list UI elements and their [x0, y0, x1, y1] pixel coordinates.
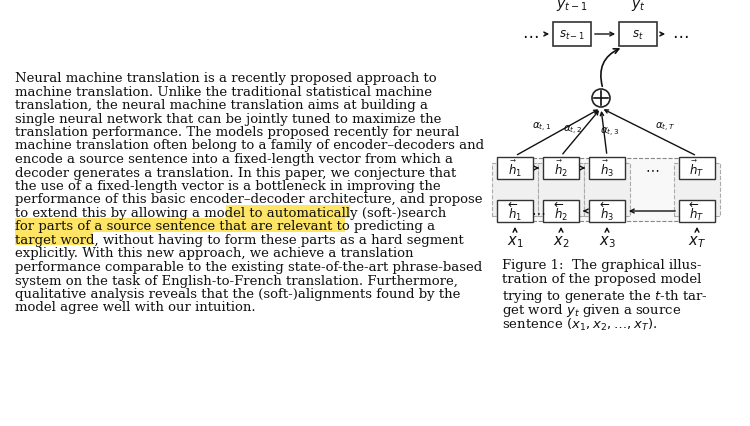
Text: for parts of a source sentence that are relevant to predicting a: for parts of a source sentence that are …: [15, 220, 435, 233]
Text: $\vec{h}_T$: $\vec{h}_T$: [689, 158, 704, 178]
Text: $x_2$: $x_2$: [553, 233, 569, 249]
FancyBboxPatch shape: [589, 158, 625, 180]
Text: decoder generates a translation. In this paper, we conjecture that: decoder generates a translation. In this…: [15, 166, 456, 179]
FancyBboxPatch shape: [619, 23, 657, 47]
FancyBboxPatch shape: [497, 158, 533, 180]
Text: $\alpha_{t,3}$: $\alpha_{t,3}$: [600, 125, 619, 138]
Text: explicitly. With this new approach, we achieve a translation: explicitly. With this new approach, we a…: [15, 247, 413, 260]
Text: $\overleftarrow{h}_2$: $\overleftarrow{h}_2$: [554, 200, 568, 223]
Text: $\alpha_{t,T}$: $\alpha_{t,T}$: [655, 120, 675, 133]
FancyBboxPatch shape: [679, 201, 715, 222]
Text: $\cdots$: $\cdots$: [645, 161, 659, 176]
Text: $y_{t-1}$: $y_{t-1}$: [556, 0, 588, 13]
Text: performance comparable to the existing state-of-the-art phrase-based: performance comparable to the existing s…: [15, 260, 482, 273]
Circle shape: [592, 90, 610, 108]
Text: translation performance. The models proposed recently for neural: translation performance. The models prop…: [15, 126, 459, 139]
Text: $\alpha_{t,2}$: $\alpha_{t,2}$: [563, 123, 583, 136]
Text: $x_T$: $x_T$: [688, 233, 706, 249]
Text: $x_1$: $x_1$: [507, 233, 524, 249]
Bar: [226, 205, 350, 219]
Text: $\vec{h}_2$: $\vec{h}_2$: [554, 158, 568, 178]
Bar: [674, 164, 720, 216]
Bar: [14, 232, 93, 245]
Bar: [584, 164, 630, 216]
FancyBboxPatch shape: [679, 158, 715, 180]
Text: qualitative analysis reveals that the (soft-)alignments found by the: qualitative analysis reveals that the (s…: [15, 287, 460, 300]
Text: $\vec{h}_3$: $\vec{h}_3$: [600, 158, 614, 178]
Bar: [538, 164, 584, 216]
FancyBboxPatch shape: [589, 201, 625, 222]
Text: trying to generate the $t$-th tar-: trying to generate the $t$-th tar-: [502, 287, 708, 304]
Text: Neural machine translation is a recently proposed approach to: Neural machine translation is a recently…: [15, 72, 436, 85]
Text: encode a source sentence into a fixed-length vector from which a: encode a source sentence into a fixed-le…: [15, 153, 453, 166]
Text: to extend this by allowing a model to automatically (soft-)search: to extend this by allowing a model to au…: [15, 207, 446, 219]
Text: performance of this basic encoder–decoder architecture, and propose: performance of this basic encoder–decode…: [15, 193, 482, 206]
Text: $x_3$: $x_3$: [598, 233, 615, 249]
Text: single neural network that can be jointly tuned to maximize the: single neural network that can be jointl…: [15, 112, 441, 125]
FancyBboxPatch shape: [497, 201, 533, 222]
Text: translation, the neural machine translation aims at building a: translation, the neural machine translat…: [15, 99, 428, 112]
FancyArrowPatch shape: [601, 50, 619, 87]
Text: $\overleftarrow{h}_3$: $\overleftarrow{h}_3$: [600, 200, 614, 223]
Bar: [497, 158, 715, 222]
Text: get word $y_t$ given a source: get word $y_t$ given a source: [502, 302, 681, 319]
Text: machine translation often belong to a family of encoder–decoders and: machine translation often belong to a fa…: [15, 139, 484, 152]
Text: model agree well with our intuition.: model agree well with our intuition.: [15, 301, 256, 314]
Text: target word, without having to form these parts as a hard segment: target word, without having to form thes…: [15, 233, 464, 246]
Text: system on the task of English-to-French translation. Furthermore,: system on the task of English-to-French …: [15, 274, 458, 287]
Text: tration of the proposed model: tration of the proposed model: [502, 273, 701, 286]
Text: the use of a fixed-length vector is a bottleneck in improving the: the use of a fixed-length vector is a bo…: [15, 180, 441, 193]
FancyBboxPatch shape: [543, 158, 579, 180]
Text: $y_t$: $y_t$: [631, 0, 645, 13]
FancyBboxPatch shape: [553, 23, 591, 47]
Text: $\cdots$: $\cdots$: [522, 26, 538, 43]
Bar: [492, 164, 538, 216]
Text: Figure 1:  The graphical illus-: Figure 1: The graphical illus-: [502, 259, 701, 271]
Text: $\cdots$: $\cdots$: [531, 204, 545, 219]
FancyBboxPatch shape: [543, 201, 579, 222]
Text: machine translation. Unlike the traditional statistical machine: machine translation. Unlike the traditio…: [15, 85, 432, 98]
Text: $\overleftarrow{h}_T$: $\overleftarrow{h}_T$: [689, 200, 705, 223]
Text: sentence $(x_1, x_2, \ldots, x_T)$.: sentence $(x_1, x_2, \ldots, x_T)$.: [502, 316, 657, 332]
Bar: [14, 219, 345, 232]
Text: $s_{t-1}$: $s_{t-1}$: [559, 29, 585, 41]
Text: $s_t$: $s_t$: [632, 29, 644, 41]
Text: $\alpha_{t,1}$: $\alpha_{t,1}$: [532, 120, 552, 133]
Text: $\overleftarrow{h}_1$: $\overleftarrow{h}_1$: [508, 200, 522, 223]
Text: $\vec{h}_1$: $\vec{h}_1$: [508, 158, 522, 178]
Text: $\cdots$: $\cdots$: [672, 26, 688, 43]
